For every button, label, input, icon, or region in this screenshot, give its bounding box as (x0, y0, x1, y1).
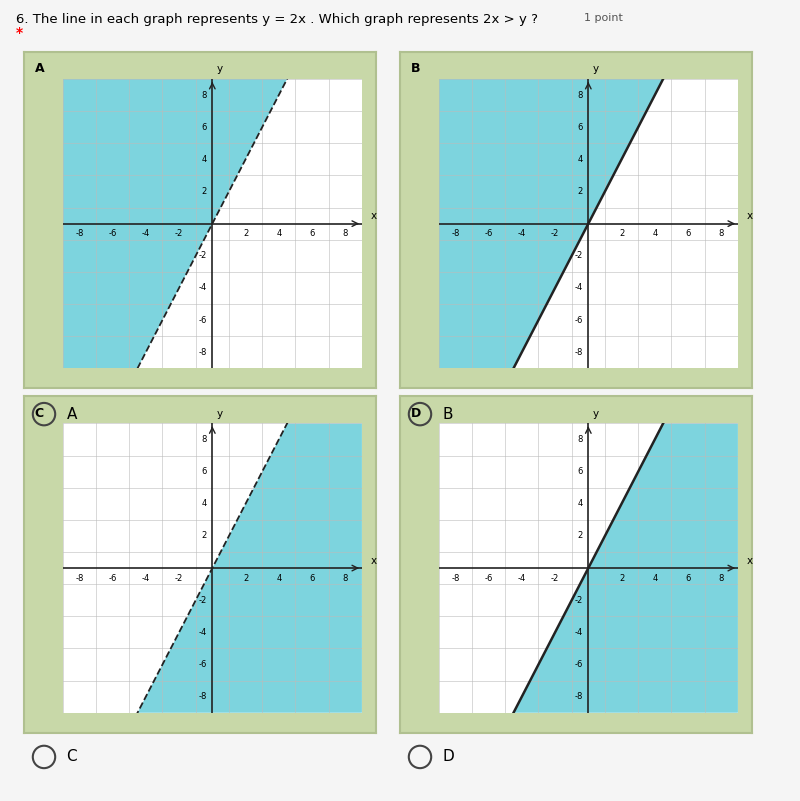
Text: 6: 6 (201, 467, 206, 476)
Text: -4: -4 (142, 574, 150, 582)
Text: y: y (593, 409, 598, 419)
Polygon shape (62, 79, 287, 368)
Text: 8: 8 (342, 574, 348, 582)
Text: 8: 8 (201, 435, 206, 444)
Text: -8: -8 (75, 229, 83, 238)
Polygon shape (438, 79, 663, 368)
Text: -4: -4 (518, 574, 526, 582)
Text: 4: 4 (578, 499, 582, 509)
Text: -4: -4 (198, 284, 206, 292)
Text: -2: -2 (551, 229, 559, 238)
Text: 2: 2 (619, 574, 624, 582)
Text: -2: -2 (175, 229, 183, 238)
Text: 2: 2 (202, 187, 206, 196)
Text: -2: -2 (198, 252, 206, 260)
Text: 6: 6 (201, 123, 206, 131)
Polygon shape (514, 424, 738, 713)
Polygon shape (138, 424, 362, 713)
Text: 8: 8 (342, 229, 348, 238)
Text: x: x (746, 556, 752, 566)
Text: x: x (370, 556, 376, 566)
Text: -6: -6 (484, 574, 493, 582)
Text: 2: 2 (619, 229, 624, 238)
Text: C: C (66, 750, 77, 764)
Text: -6: -6 (574, 660, 582, 669)
Text: -8: -8 (198, 692, 206, 701)
Text: -8: -8 (75, 574, 83, 582)
Text: 4: 4 (652, 574, 658, 582)
Text: -4: -4 (574, 284, 582, 292)
Text: 6. The line in each graph represents y = 2x . Which graph represents 2x > y ?: 6. The line in each graph represents y =… (16, 13, 538, 26)
Text: 1 point: 1 point (584, 13, 623, 22)
Text: -6: -6 (198, 660, 206, 669)
Text: -4: -4 (574, 628, 582, 637)
Text: 6: 6 (310, 229, 314, 238)
Text: A: A (34, 62, 44, 75)
Text: 4: 4 (276, 574, 282, 582)
Text: C: C (34, 407, 44, 420)
Text: 2: 2 (243, 574, 248, 582)
Text: 6: 6 (577, 123, 582, 131)
Text: B: B (410, 62, 420, 75)
Text: -8: -8 (574, 692, 582, 701)
Text: 2: 2 (578, 187, 582, 196)
Text: -2: -2 (198, 596, 206, 605)
Text: 2: 2 (578, 531, 582, 541)
Text: x: x (370, 211, 376, 221)
Text: -6: -6 (574, 316, 582, 324)
Text: *: * (16, 26, 23, 39)
Text: -8: -8 (198, 348, 206, 356)
Text: -2: -2 (574, 252, 582, 260)
Text: y: y (217, 64, 222, 74)
Text: 8: 8 (577, 91, 582, 99)
Text: y: y (217, 409, 222, 419)
Text: -4: -4 (518, 229, 526, 238)
Text: 8: 8 (718, 229, 724, 238)
Text: -4: -4 (142, 229, 150, 238)
Text: 4: 4 (276, 229, 282, 238)
Text: 2: 2 (202, 531, 206, 541)
Text: 6: 6 (577, 467, 582, 476)
Text: -6: -6 (198, 316, 206, 324)
Text: -2: -2 (574, 596, 582, 605)
Text: -8: -8 (574, 348, 582, 356)
Text: 8: 8 (718, 574, 724, 582)
Text: -6: -6 (108, 229, 117, 238)
Text: -8: -8 (451, 229, 459, 238)
Text: -2: -2 (175, 574, 183, 582)
Text: D: D (410, 407, 421, 420)
Text: 8: 8 (577, 435, 582, 444)
Text: y: y (593, 64, 598, 74)
Text: -4: -4 (198, 628, 206, 637)
Text: 4: 4 (578, 155, 582, 164)
Text: 8: 8 (201, 91, 206, 99)
Text: -6: -6 (484, 229, 493, 238)
Text: 4: 4 (202, 155, 206, 164)
Text: 6: 6 (686, 574, 690, 582)
Text: -6: -6 (108, 574, 117, 582)
Text: x: x (746, 211, 752, 221)
Text: B: B (442, 407, 453, 421)
Text: 6: 6 (686, 229, 690, 238)
Text: A: A (66, 407, 77, 421)
Text: 4: 4 (652, 229, 658, 238)
Text: 4: 4 (202, 499, 206, 509)
Text: 2: 2 (243, 229, 248, 238)
Text: -8: -8 (451, 574, 459, 582)
Text: 6: 6 (310, 574, 314, 582)
Text: -2: -2 (551, 574, 559, 582)
Text: D: D (442, 750, 454, 764)
